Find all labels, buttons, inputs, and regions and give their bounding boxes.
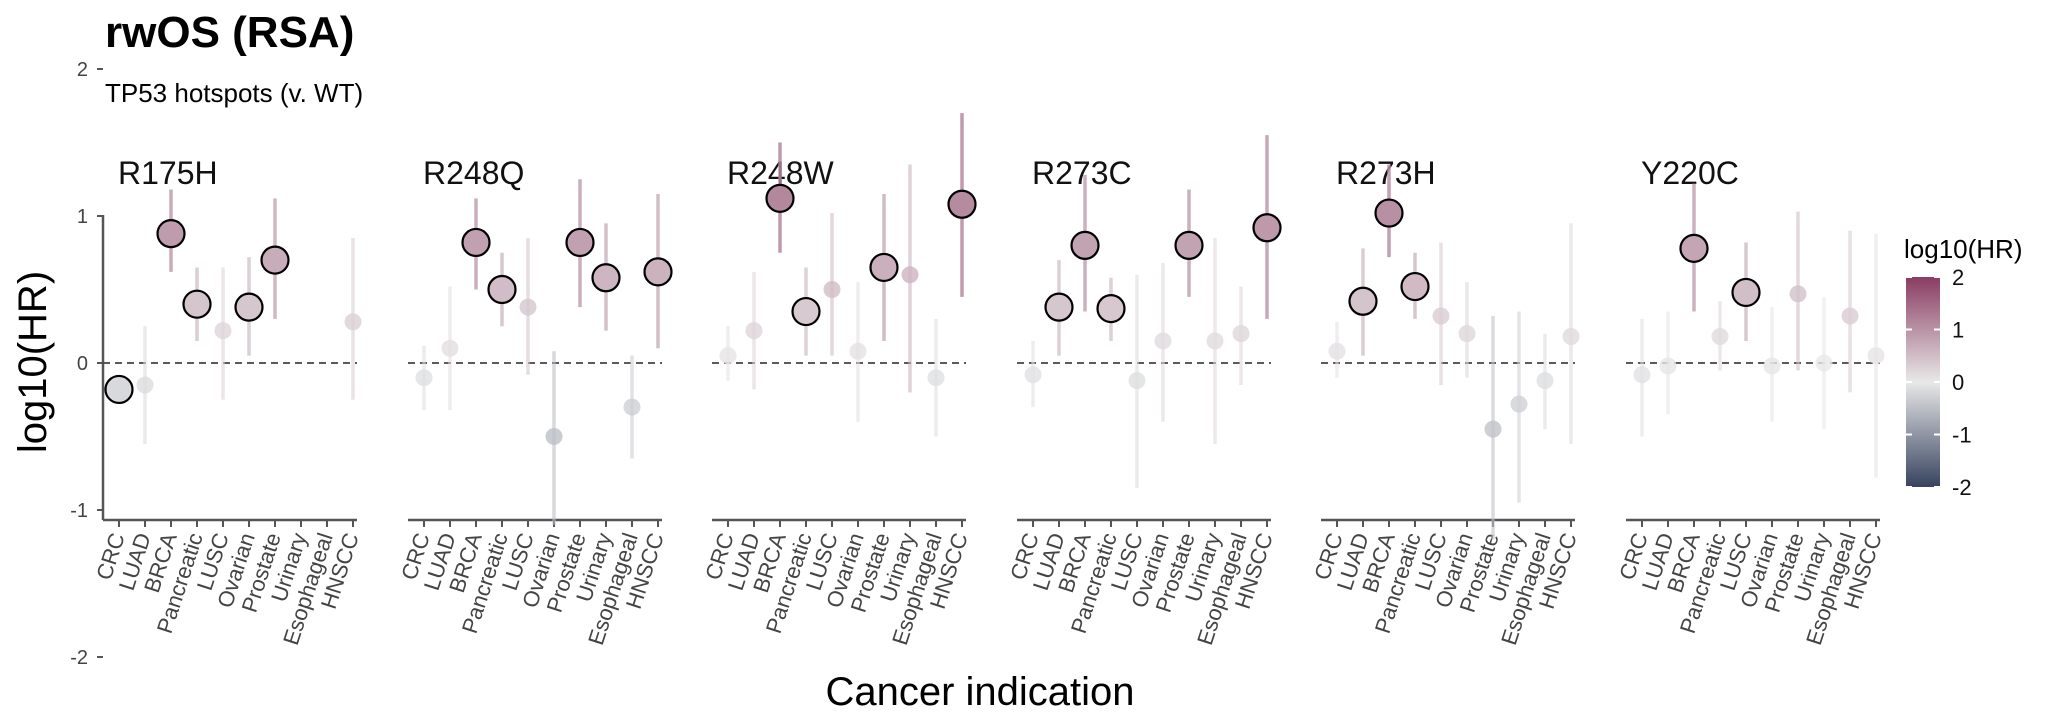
data-point-significant (565, 227, 595, 258)
y-tick-label: 1 (77, 206, 88, 228)
data-point (823, 281, 841, 298)
data-point-significant (1096, 294, 1126, 324)
data-point-significant (1070, 230, 1100, 260)
legend-title: log10(HR) (1904, 234, 2023, 264)
panel-title: R175H (118, 155, 218, 191)
data-point-significant (643, 257, 673, 287)
legend-tick-label: -1 (1952, 423, 1972, 448)
data-point-significant (591, 263, 621, 293)
data-point (214, 322, 232, 340)
data-point-significant (1731, 277, 1761, 308)
data-point (1232, 325, 1250, 343)
y-axis-label: log10(HR) (11, 271, 55, 453)
data-point (1458, 325, 1476, 343)
data-point (519, 298, 537, 316)
data-point (136, 376, 154, 394)
data-point-significant (1174, 230, 1204, 260)
data-point-significant (1348, 286, 1378, 316)
data-point (1789, 285, 1807, 303)
legend-tick-label: 2 (1952, 265, 1964, 290)
x-axis-label: Cancer indication (825, 670, 1134, 714)
data-point (1432, 307, 1450, 325)
data-point (745, 322, 763, 340)
panel-title: R273C (1032, 155, 1132, 191)
data-point (1633, 366, 1651, 384)
data-point-significant (1044, 292, 1074, 322)
data-point (1841, 307, 1859, 325)
y-tick-label: 2 (77, 59, 88, 81)
data-point-significant (234, 292, 264, 322)
data-point (1328, 342, 1346, 360)
panel-title: R273H (1336, 155, 1436, 191)
data-point (1154, 332, 1172, 350)
data-point (1024, 366, 1042, 384)
data-point (441, 339, 459, 357)
data-point (1536, 372, 1554, 390)
data-point-significant (260, 245, 290, 275)
chart-subtitle: TP53 hotspots (v. WT) (105, 78, 364, 108)
y-tick-label: 0 (77, 353, 88, 375)
data-point-significant (791, 296, 821, 327)
data-point (1510, 395, 1528, 413)
legend-tick-label: -2 (1952, 475, 1972, 500)
data-point-significant (1679, 233, 1709, 263)
data-point-significant (182, 289, 212, 319)
data-point (545, 428, 563, 445)
data-point-significant (869, 252, 899, 283)
data-point (849, 342, 867, 360)
data-point-significant (461, 227, 491, 258)
data-point-significant (487, 274, 517, 305)
data-point (623, 398, 641, 416)
data-point-significant (765, 183, 795, 213)
data-point (1815, 354, 1833, 372)
data-point (1562, 328, 1580, 346)
data-point-significant (1400, 271, 1430, 302)
data-point (927, 369, 945, 387)
data-point (1206, 332, 1224, 350)
data-point (901, 266, 919, 284)
chart-title: rwOS (RSA) (105, 8, 355, 57)
data-point (1484, 420, 1502, 438)
panel-title: Y220C (1641, 155, 1739, 191)
data-point-significant (156, 219, 186, 249)
data-point (1867, 347, 1885, 365)
data-point (344, 313, 362, 331)
data-point-significant (1374, 198, 1404, 228)
panel-title: R248Q (423, 155, 524, 191)
legend-tick-label: 0 (1952, 370, 1964, 395)
data-point (1763, 357, 1781, 375)
data-point (719, 347, 737, 365)
data-point (1128, 372, 1146, 390)
data-point-significant (104, 374, 134, 405)
legend-tick-label: 1 (1952, 318, 1964, 343)
data-point-significant (947, 189, 977, 219)
data-point (415, 369, 433, 387)
y-tick-label: -1 (70, 500, 88, 522)
data-point-significant (1252, 213, 1282, 243)
data-point (1711, 328, 1729, 346)
data-point (1659, 357, 1677, 375)
y-tick-label: -2 (70, 647, 88, 669)
